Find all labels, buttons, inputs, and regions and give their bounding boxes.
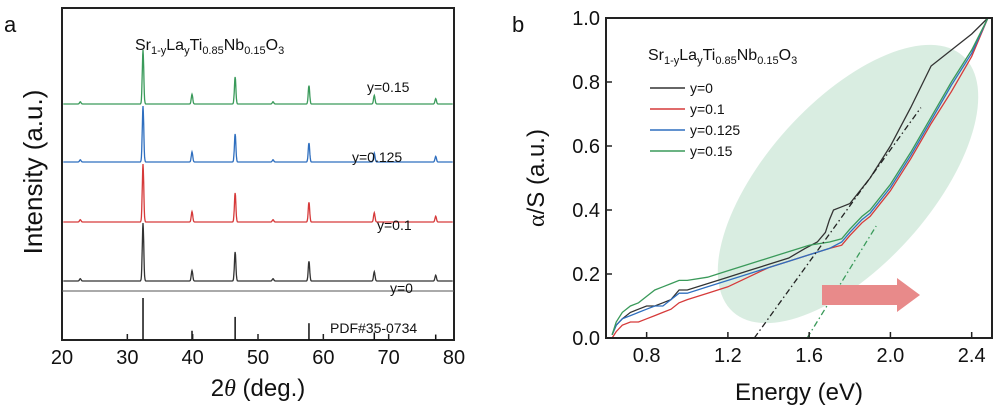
- x-tick-label: 2.0: [877, 345, 905, 367]
- legend-label: y=0.15: [690, 143, 733, 159]
- xrd-trace: [63, 105, 453, 163]
- x-tick-label: 1.2: [714, 345, 742, 367]
- panel-b-curves: [611, 17, 989, 339]
- panel-b-x-axis-label: Energy (eV): [735, 379, 863, 406]
- legend-label: y=0.1: [690, 101, 725, 117]
- x-tick-label: 1.6: [795, 345, 823, 367]
- panel-a-formula: Sr1-yLayTi0.85Nb0.15O3: [135, 37, 284, 57]
- reference-pattern: [62, 290, 454, 340]
- tangent-lines: [753, 107, 922, 339]
- y-tick-label: 0.0: [572, 328, 600, 350]
- panel-b-formula: Sr1-yLayTi0.85Nb0.15O3: [648, 47, 797, 67]
- label-y-0: y=0: [390, 280, 413, 296]
- panel-a-x-axis-label: 2θ (deg.): [211, 375, 306, 402]
- x-tick-label: 60: [312, 347, 334, 369]
- x-tick-label: 0.8: [633, 345, 661, 367]
- spectrum-curve: [611, 17, 989, 336]
- panel-b-x-ticks: 0.8 1.2 1.6 2.0 2.4: [633, 332, 986, 367]
- panel-a-label: a: [4, 12, 17, 37]
- y-tick-label: 0.4: [572, 200, 600, 222]
- label-y-0-15: y=0.15: [367, 79, 410, 95]
- xrd-trace: [63, 222, 453, 282]
- legend-label: y=0.125: [690, 122, 740, 138]
- panel-a-xrd: a 20 30 40 50 60 70 80 Sr1-yLayTi0.85Nb0.15O3 …: [4, 7, 465, 402]
- panel-a-y-axis-label: Intensity (a.u.): [18, 90, 48, 255]
- reference-label: PDF#35-0734: [330, 320, 417, 336]
- y-tick-label: 0.8: [572, 72, 600, 94]
- label-y-0-125: y=0.125: [352, 149, 402, 165]
- x-tick-label: 2.4: [958, 345, 986, 367]
- x-tick-label: 70: [378, 347, 400, 369]
- x-tick-label: 80: [443, 347, 465, 369]
- panel-b-y-axis-label: α/S (a.u.): [523, 129, 550, 227]
- shift-arrow: [822, 278, 920, 312]
- panel-a-x-ticks: 20 30 40 50 60 70 80: [51, 334, 465, 369]
- legend-label: y=0: [690, 80, 713, 96]
- spectrum-curve: [611, 17, 989, 335]
- spectrum-curve: [611, 17, 989, 336]
- panel-b-absorption: b 0.8 1.2 1.6 2.0 2.4 0.0 0.2 0.4 0.6 0.8 1.0 Sr1…: [512, 8, 993, 406]
- xrd-trace: [63, 163, 453, 223]
- tangent-line: [806, 225, 877, 339]
- panel-b-legend: y=0 y=0.1 y=0.125 y=0.15: [650, 80, 740, 159]
- panel-b-y-ticks: 0.0 0.2 0.4 0.6 0.8 1.0: [572, 8, 612, 350]
- label-y-0-1: y=0.1: [377, 217, 412, 233]
- spectrum-curve: [611, 17, 989, 339]
- xrd-trace: [63, 49, 453, 105]
- y-tick-label: 1.0: [572, 8, 600, 30]
- x-tick-label: 50: [247, 347, 269, 369]
- y-tick-label: 0.2: [572, 264, 600, 286]
- x-tick-label: 30: [116, 347, 138, 369]
- panel-b-label: b: [512, 12, 524, 37]
- y-tick-label: 0.6: [572, 136, 600, 158]
- x-tick-label: 20: [51, 347, 73, 369]
- panel-b-plot-frame: [605, 17, 993, 339]
- x-tick-label: 40: [182, 347, 204, 369]
- panel-a-traces: [63, 49, 453, 282]
